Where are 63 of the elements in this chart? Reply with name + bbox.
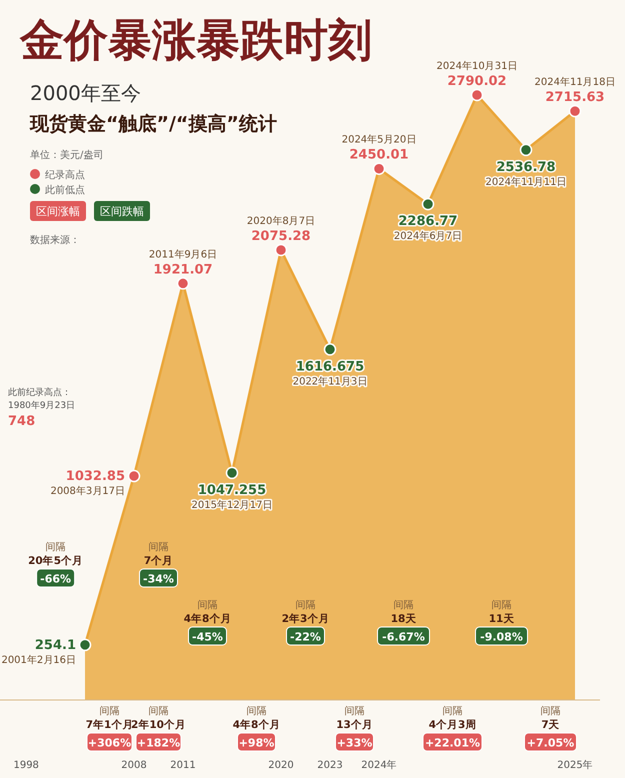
annotation: 2024年5月20日	[342, 134, 416, 146]
data-label: 2536.78	[496, 160, 556, 175]
annotation: 此前纪录高点： 1980年9月23日 748	[8, 387, 76, 429]
chart-subtitle: 2000年至今	[30, 81, 141, 105]
text: 2008	[121, 760, 147, 771]
point	[520, 144, 532, 156]
point	[274, 244, 288, 256]
annotation: 间隔 2年3个月 -22%	[282, 599, 330, 644]
data-label: 1032.85	[66, 469, 125, 484]
annotation: 2022年11月3日	[292, 375, 368, 388]
annotation: 间隔 7个月 -34%	[143, 541, 174, 586]
annotation: 2020年8月7日	[246, 214, 316, 227]
text: 间隔 4个月3周 +22.01%	[424, 705, 480, 750]
text: 间隔 2年10个月 +182%	[131, 705, 186, 750]
data-label: 2450.01	[349, 148, 409, 163]
annotation: 纪录高点	[45, 169, 85, 181]
data-label: 1047.255	[198, 482, 266, 498]
annotation: 现货黄金“触底”/“摸高”统计	[29, 113, 277, 135]
point	[176, 277, 190, 290]
data-label: 2715.63	[545, 90, 605, 106]
rise-badge-key: 区间涨幅	[30, 201, 86, 221]
annotation: 间隔 20年5个月 -66%	[28, 541, 84, 586]
text: 2020	[268, 760, 294, 771]
point	[128, 470, 140, 482]
data-label: 254.1	[34, 638, 76, 653]
text: 1998	[13, 760, 39, 771]
text: 间隔 4年8个月 +98%	[232, 705, 280, 750]
point	[372, 162, 386, 175]
point	[78, 638, 92, 652]
data-label: 1921.07	[153, 262, 213, 278]
text: 2023	[317, 760, 343, 771]
annotation: 2024年11月11日	[486, 176, 566, 188]
annotation: 区间跌幅	[100, 205, 144, 218]
text: 2024年10月31日	[436, 60, 518, 72]
annotation: 间隔 4年8个月 -45%	[184, 599, 232, 644]
fall-badge-key: 区间跌幅	[94, 201, 150, 221]
text: 2011	[170, 760, 196, 771]
annotation: 2001年2月16日	[1, 654, 76, 666]
annotation: 间隔 11天 -9.08%	[480, 599, 523, 644]
data-label: 2790.02	[447, 74, 507, 89]
annotation: 2011年9月6日	[148, 248, 218, 260]
annotation: 2008年3月17日	[50, 485, 125, 498]
text: 2025年	[557, 759, 593, 771]
text: 2024年	[361, 759, 397, 771]
chart-title: 金价暴涨暴跌时刻	[19, 15, 372, 66]
text: 2024年11月18日	[534, 76, 616, 88]
annotation: 单位：美元/盎司	[30, 149, 104, 161]
point	[422, 198, 434, 210]
annotation: 区间涨幅	[36, 205, 80, 218]
data-label: 2075.28	[251, 228, 311, 244]
annotation: 2024年6月7日	[394, 230, 462, 242]
point	[470, 88, 484, 102]
point	[324, 343, 336, 356]
annotation: 此前低点	[45, 184, 85, 196]
text: 间隔 7天 +7.05%	[526, 705, 574, 750]
point	[568, 104, 582, 118]
text: 间隔 13个月 +33%	[336, 705, 373, 750]
point	[226, 466, 238, 480]
data-label: 2286.77	[398, 214, 458, 230]
annotation: 2015年12月17日	[192, 498, 272, 511]
annotation: 数据来源：	[30, 234, 80, 246]
annotation: 间隔 18天 -6.67%	[382, 599, 425, 644]
data-label: 1616.675	[296, 359, 364, 374]
